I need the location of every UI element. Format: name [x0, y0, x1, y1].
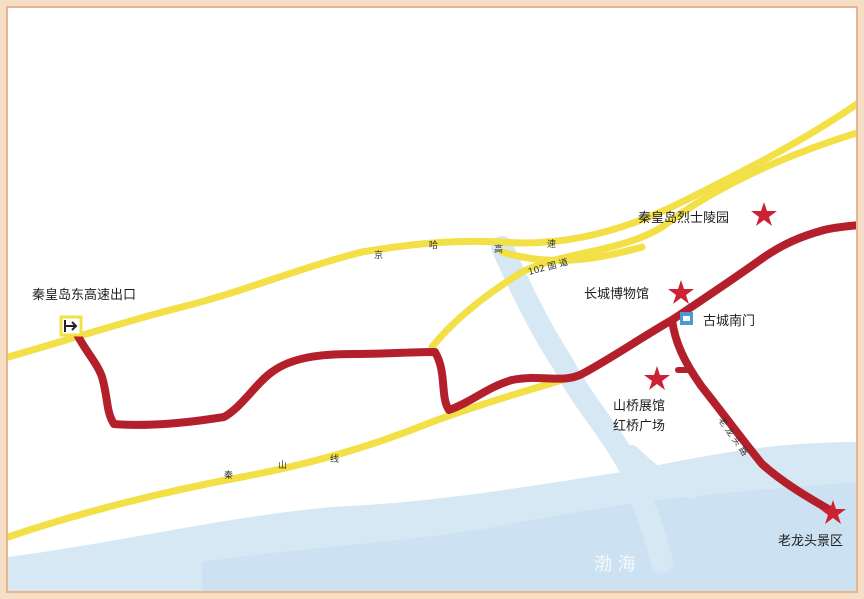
tour-route-branch-laolongtou — [668, 316, 834, 514]
road-label-jingha-4: 速 — [547, 239, 556, 250]
map-frame: 京 哈 高 速 102 国 道 秦 山 线 老 龙 头 路 渤 海 秦皇岛东高速… — [6, 6, 858, 593]
gate-icon[interactable] — [680, 312, 693, 325]
road-label-jingha-3: 高 — [494, 243, 503, 255]
star-icon-shanqiao-hall[interactable] — [644, 366, 670, 390]
star-icon-martyrs-cemetery[interactable] — [751, 202, 777, 226]
sea-shading — [202, 482, 856, 591]
label-great-wall-museum: 长城博物馆 — [584, 287, 649, 302]
road-label-jingha-2: 哈 — [429, 239, 438, 251]
label-old-city-south-gate: 古城南门 — [703, 313, 755, 329]
label-highway-exit: 秦皇岛东高速出口 — [32, 287, 136, 303]
label-shanqiao-hall: 山桥展馆 — [613, 399, 665, 414]
map-canvas[interactable]: 京 哈 高 速 102 国 道 秦 山 线 老 龙 头 路 渤 海 秦皇岛东高速… — [8, 8, 858, 593]
tour-route — [71, 221, 856, 429]
star-icon-laolongtou[interactable] — [820, 500, 846, 524]
river-branch — [625, 445, 699, 499]
road-label-qinshan-3: 线 — [330, 453, 339, 465]
national-road-102 — [428, 129, 856, 351]
highway-exit-icon[interactable] — [59, 315, 83, 337]
jingha-expressway — [8, 100, 856, 361]
label-laolongtou: 老龙头景区 — [778, 534, 843, 549]
label-hongqiao-square: 红桥广场 — [613, 418, 665, 434]
road-label-qinshan-1: 秦 — [224, 469, 233, 481]
label-martyrs-cemetery: 秦皇岛烈士陵园 — [638, 210, 729, 226]
qinshan-line — [8, 376, 566, 541]
national-road-102-link — [498, 243, 646, 264]
road-label-qinshan-2: 山 — [278, 460, 287, 471]
road-label-jingha-1: 京 — [374, 249, 383, 261]
river — [491, 236, 673, 573]
sea-label: 渤 海 — [594, 554, 636, 575]
star-icon-great-wall-museum[interactable] — [668, 280, 694, 304]
